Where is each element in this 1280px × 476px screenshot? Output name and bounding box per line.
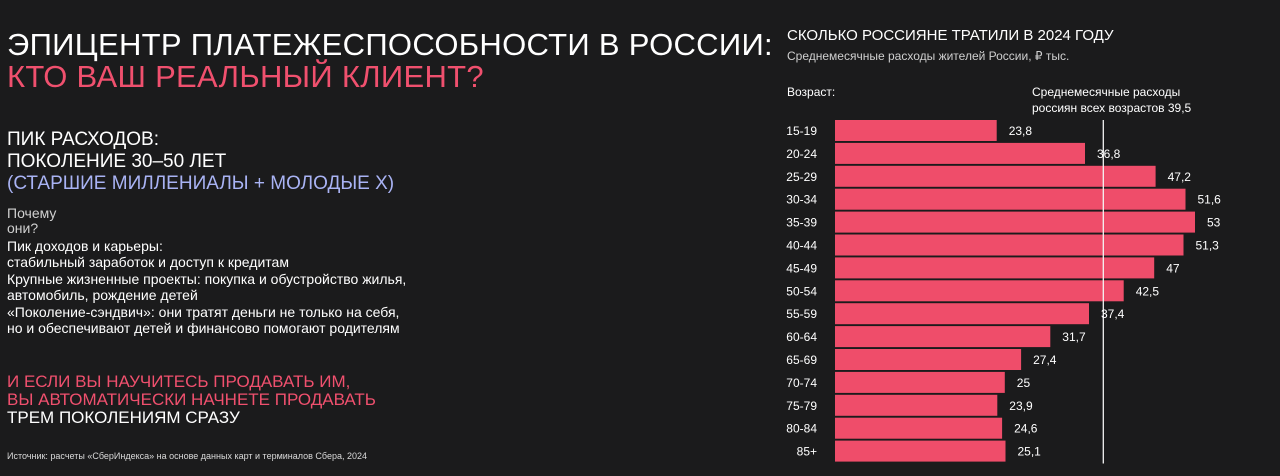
- bar-20-24: [835, 142, 1085, 164]
- value-label: 42,5: [1136, 284, 1160, 298]
- reason-line2: но и обеспечивают детей и финансово помо…: [7, 320, 400, 336]
- reason-line1: Пик доходов и карьеры:: [7, 238, 163, 254]
- value-label: 47,2: [1168, 170, 1192, 184]
- value-label: 24,6: [1014, 422, 1038, 436]
- category-label: 70-74: [786, 376, 817, 390]
- category-label: 85+: [797, 445, 817, 459]
- bar-15-19: [835, 120, 997, 141]
- reason-line2: автомобиль, рождение детей: [7, 287, 198, 303]
- category-label: 35-39: [786, 216, 817, 230]
- bar-70-74: [835, 371, 1005, 393]
- reason-projects: Крупные жизненные проекты: покупка и обу…: [7, 271, 406, 303]
- bar-45-49: [835, 257, 1155, 279]
- page-title-line2: КТО ВАШ РЕАЛЬНЫЙ КЛИЕНТ?: [7, 59, 484, 94]
- value-label: 25: [1017, 376, 1031, 390]
- chart-title: СКОЛЬКО РОССИЯНЕ ТРАТИЛИ В 2024 ГОДУ: [787, 27, 1114, 44]
- bar-30-34: [835, 188, 1186, 210]
- value-label: 51,6: [1198, 193, 1222, 207]
- value-label: 27,4: [1033, 353, 1057, 367]
- value-label: 31,7: [1062, 330, 1086, 344]
- value-label: 37,4: [1101, 307, 1125, 321]
- value-label: 25,1: [1018, 445, 1042, 459]
- chart-header: СКОЛЬКО РОССИЯНЕ ТРАТИЛИ В 2024 ГОДУ Сре…: [787, 27, 1114, 64]
- category-label: 20-24: [786, 147, 817, 161]
- peak-heading: ПИК РАСХОДОВ: ПОКОЛЕНИЕ 30–50 ЛЕТ (СТАРШ…: [7, 129, 394, 195]
- bar-80-84: [835, 417, 1003, 439]
- category-label: 45-49: [786, 261, 817, 275]
- reference-line-label-line1: Среднемесячные расходы: [1032, 85, 1180, 99]
- why-label-line1: Почему: [7, 205, 57, 221]
- category-label: 80-84: [786, 422, 817, 436]
- value-label: 36,8: [1097, 147, 1121, 161]
- bar-85+: [835, 440, 1006, 462]
- bar-25-29: [835, 165, 1156, 187]
- call-to-action: И ЕСЛИ ВЫ НАУЧИТЕСЬ ПРОДАВАТЬ ИМ, ВЫ АВТ…: [7, 373, 376, 427]
- why-label: Почему они?: [7, 206, 56, 236]
- why-label-line2: они?: [7, 220, 39, 236]
- reason-line2: стабильный заработок и доступ к кредитам: [7, 254, 289, 270]
- reason-income: Пик доходов и карьеры: стабильный зарабо…: [7, 238, 289, 270]
- source-note: Источник: расчеты «СберИндекса» на основ…: [7, 451, 367, 461]
- category-label: 60-64: [786, 330, 817, 344]
- category-label: 30-34: [786, 193, 817, 207]
- reason-sandwich: «Поколение-сэндвич»: они тратят деньги н…: [7, 304, 400, 336]
- reference-line-label-line2: россиян всех возрастов 39,5: [1032, 101, 1192, 115]
- cta-line1: И ЕСЛИ ВЫ НАУЧИТЕСЬ ПРОДАВАТЬ ИМ,: [7, 372, 351, 391]
- peak-heading-line2: ПОКОЛЕНИЕ 30–50 ЛЕТ: [7, 151, 227, 172]
- chart-subtitle: Среднемесячные расходы жителей России, ₽…: [787, 49, 1070, 63]
- reason-line1: Крупные жизненные проекты: покупка и обу…: [7, 271, 407, 287]
- bar-60-64: [835, 326, 1051, 348]
- value-label: 51,3: [1196, 239, 1220, 253]
- reason-line1: «Поколение-сэндвич»: они тратят деньги н…: [7, 304, 400, 320]
- category-label: 40-44: [786, 239, 817, 253]
- category-label: 25-29: [786, 170, 817, 184]
- page-title-line1: ЭПИЦЕНТР ПЛАТЕЖЕСПОСОБНОСТИ В РОССИИ:: [7, 27, 773, 62]
- category-label: 55-59: [786, 307, 817, 321]
- value-label: 23,8: [1009, 124, 1033, 138]
- peak-heading-line3: (СТАРШИЕ МИЛЛЕНИАЛЫ + МОЛОДЫЕ Х): [7, 173, 395, 194]
- bar-35-39: [835, 211, 1195, 233]
- value-label: 53: [1207, 216, 1221, 230]
- value-label: 47: [1166, 261, 1180, 275]
- category-label: 15-19: [786, 124, 817, 138]
- left-panel: ЭПИЦЕНТР ПЛАТЕЖЕСПОСОБНОСТИ В РОССИИ: КТ…: [7, 0, 773, 476]
- peak-heading-line1: ПИК РАСХОДОВ:: [7, 129, 159, 150]
- category-label: 65-69: [786, 353, 817, 367]
- cta-line3: ТРЕМ ПОКОЛЕНИЯМ СРАЗУ: [7, 408, 240, 427]
- category-label: 75-79: [786, 399, 817, 413]
- bar-55-59: [835, 303, 1089, 325]
- category-label: 50-54: [786, 284, 817, 298]
- cta-line2: ВЫ АВТОМАТИЧЕСКИ НАЧНЕТЕ ПРОДАВАТЬ: [7, 390, 376, 409]
- value-label: 23,9: [1009, 399, 1033, 413]
- bar-75-79: [835, 394, 998, 416]
- bar-65-69: [835, 349, 1022, 370]
- bar-40-44: [835, 234, 1184, 256]
- y-axis-label: Возраст:: [787, 85, 835, 99]
- bar-50-54: [835, 280, 1124, 302]
